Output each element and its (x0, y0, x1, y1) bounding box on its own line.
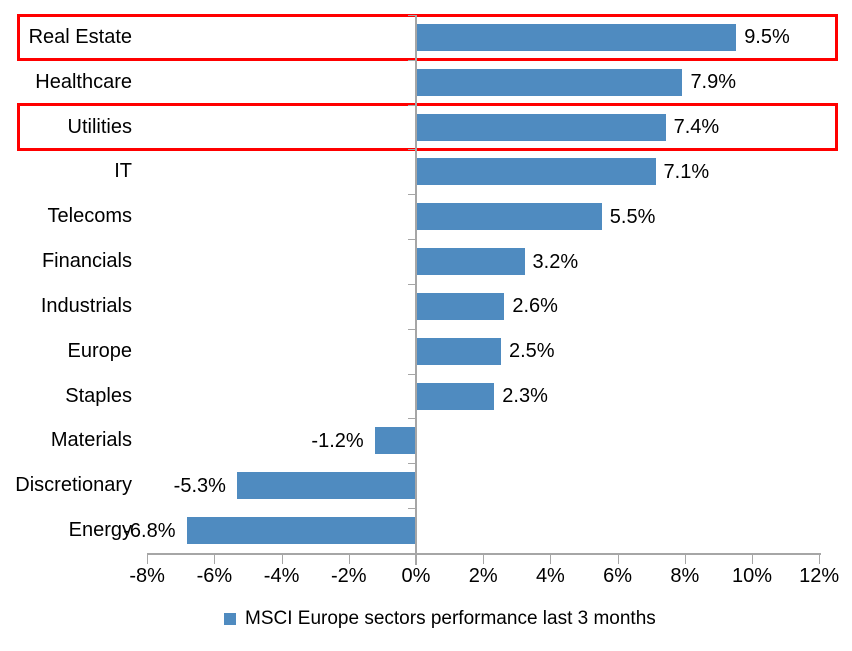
value-label: 2.3% (502, 385, 548, 408)
bar (417, 68, 683, 96)
bar (417, 23, 737, 51)
legend: MSCI Europe sectors performance last 3 m… (224, 608, 656, 630)
bar (374, 427, 415, 455)
category-axis-tick (408, 194, 415, 196)
category-axis-tick (408, 508, 415, 510)
value-axis-zero-line (415, 15, 417, 565)
category-label: Healthcare (35, 70, 132, 93)
x-axis-tick (819, 555, 821, 564)
highlight-box (17, 13, 838, 62)
category-label: Materials (50, 429, 132, 452)
legend-marker-icon (224, 613, 236, 625)
value-label: 2.6% (512, 295, 558, 318)
bar (417, 337, 501, 365)
x-axis-tick-label: 12% (799, 565, 840, 587)
value-label: 2.5% (509, 340, 555, 363)
value-label: 3.2% (532, 250, 579, 273)
value-label: 5.5% (609, 205, 656, 228)
category-axis-tick (408, 418, 415, 420)
category-axis-tick (408, 373, 415, 375)
category-axis-tick (408, 104, 415, 106)
x-axis-tick (617, 555, 619, 564)
x-axis-tick (147, 555, 149, 564)
x-axis-tick-label: -2% (331, 565, 367, 587)
x-axis-tick (684, 555, 686, 564)
x-axis-tick-label: -4% (263, 565, 300, 587)
category-axis-tick (408, 552, 415, 554)
x-axis-tick-label: 10% (731, 565, 773, 587)
category-label: Europe (67, 339, 133, 362)
x-axis-tick (214, 555, 216, 564)
category-axis-tick (408, 283, 415, 285)
value-label: 7.4% (673, 116, 720, 139)
legend-label: MSCI Europe sectors performance last 3 m… (245, 608, 656, 629)
x-axis-tick-label: -8% (129, 565, 165, 587)
category-axis-tick (408, 328, 415, 330)
category-label: Financials (41, 250, 132, 273)
category-axis-tick (408, 59, 415, 61)
bar (186, 517, 415, 545)
x-axis-tick (483, 555, 485, 564)
x-axis-tick (550, 555, 552, 564)
category-axis-tick (408, 15, 415, 16)
x-axis-tick-label: 2% (468, 565, 498, 587)
bar (417, 203, 602, 231)
x-axis-tick-label: 6% (603, 565, 633, 587)
value-label: -6.8% (123, 519, 176, 542)
bar (417, 292, 505, 320)
x-axis-tick (416, 555, 417, 564)
bar (236, 472, 415, 500)
x-axis-tick (281, 555, 283, 564)
category-label: Telecoms (47, 205, 132, 228)
value-label: -1.2% (311, 429, 364, 452)
category-axis-tick (408, 463, 415, 465)
bar (417, 248, 525, 276)
category-label: Staples (65, 384, 132, 407)
bar (417, 158, 656, 186)
category-axis-tick (408, 149, 415, 151)
value-label: 9.5% (744, 26, 790, 49)
x-axis-tick-label: 8% (670, 565, 700, 587)
category-label: Utilities (67, 115, 132, 138)
category-label: Real Estate (28, 26, 132, 48)
category-label: IT (114, 160, 132, 183)
category-label: Energy (68, 519, 132, 542)
value-label: 7.9% (690, 71, 737, 94)
highlight-box (17, 103, 838, 151)
x-axis-tick-label: -6% (196, 565, 233, 587)
x-axis-tick (752, 555, 753, 564)
value-label: -5.3% (173, 474, 226, 497)
bar (417, 113, 666, 141)
bar (417, 382, 495, 410)
category-axis-line (147, 553, 822, 555)
x-axis-tick-label: 0% (401, 565, 431, 587)
x-axis-tick-label: 4% (535, 565, 565, 587)
value-label: 7.1% (663, 160, 710, 183)
x-axis-tick (348, 555, 350, 564)
category-label: Industrials (40, 294, 132, 317)
category-axis-tick (408, 239, 415, 241)
category-label: Discretionary (15, 474, 132, 497)
